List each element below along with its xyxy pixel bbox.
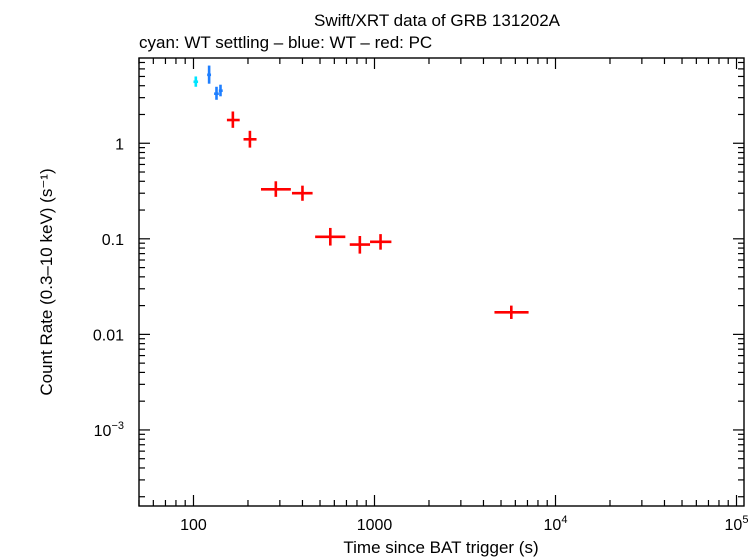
tick-labels: 100 1000 104 105 1 0.1 0.01 10−3 (93, 136, 749, 534)
data-point (349, 236, 371, 254)
data-point (214, 86, 219, 100)
x-tick-label: 1000 (357, 517, 393, 534)
plot-frame (138, 57, 745, 507)
data-point (260, 181, 291, 197)
series-wt (207, 65, 223, 100)
data-point (207, 65, 212, 84)
y-tick-label: 0.01 (93, 327, 124, 344)
x-tick-label: 105 (725, 514, 749, 534)
data-point (243, 130, 257, 148)
series-pc (226, 111, 529, 319)
data-point (291, 185, 313, 201)
chart-title: Swift/XRT data of GRB 131202A (314, 11, 561, 30)
y-tick-label: 0.1 (102, 232, 124, 249)
data-point (226, 111, 240, 128)
data-point (370, 234, 392, 250)
x-tick-label: 100 (180, 517, 207, 534)
x-axis-label: Time since BAT trigger (s) (343, 538, 538, 557)
series-wt-settling (193, 76, 199, 87)
data-points (193, 65, 529, 319)
data-point (494, 305, 529, 319)
y-tick-label: 10−3 (94, 420, 124, 440)
x-tick-label: 104 (544, 514, 568, 534)
chart-subtitle: cyan: WT settling – blue: WT – red: PC (139, 33, 432, 52)
data-point (315, 227, 346, 246)
y-tick-label: 1 (115, 136, 124, 153)
axis-ticks (138, 58, 744, 506)
y-axis-label: Count Rate (0.3–10 keV) (s⁻¹) (37, 168, 56, 395)
data-point (193, 76, 199, 87)
data-point (218, 84, 223, 97)
